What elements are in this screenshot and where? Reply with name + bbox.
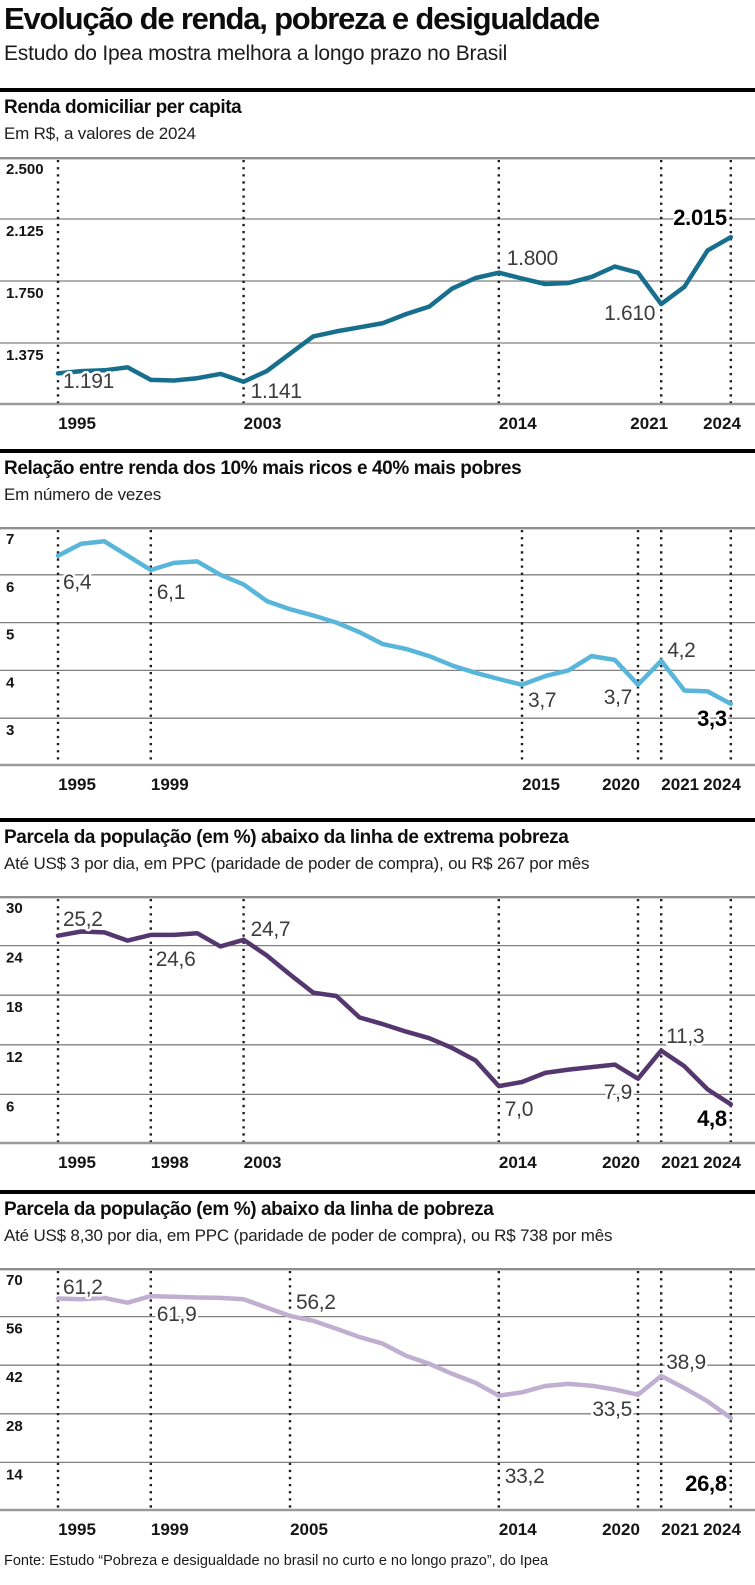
data-label: 26,8 [685, 1471, 727, 1496]
line-chart-extrema-pobreza: 30 24 18 12 6 1995 1998 2003 2014 2020 2021 2024 25,… [0, 896, 755, 1172]
chart-title: Renda domiciliar per capita [4, 97, 242, 118]
x-axis-label: 2021 [661, 775, 699, 794]
data-label: 1.800 [507, 247, 558, 270]
data-label: 6,4 [63, 571, 92, 594]
chart-title: Parcela da população (em %) abaixo da li… [4, 827, 569, 848]
x-axis-label: 1999 [151, 1520, 189, 1539]
source-note: Fonte: Estudo “Pobreza e desigualdade no… [4, 1553, 549, 1569]
y-axis-label: 14 [6, 1466, 23, 1483]
y-axis-label: 42 [6, 1369, 23, 1386]
x-axis-label: 1995 [58, 775, 96, 794]
y-axis-label: 3 [6, 722, 14, 739]
page-subtitle: Estudo do Ipea mostra melhora a longo pr… [4, 42, 508, 65]
y-axis-label: 24 [6, 950, 23, 967]
data-label: 6,1 [157, 581, 185, 604]
y-axis-label: 6 [6, 579, 14, 596]
y-axis-label: 2.125 [6, 223, 44, 240]
y-axis-label: 4 [6, 674, 15, 691]
data-label: 1.610 [604, 302, 655, 325]
x-axis-label: 2014 [499, 1520, 537, 1539]
x-axis-label: 2020 [602, 1520, 640, 1539]
data-label: 38,9 [666, 1351, 706, 1374]
series-line [55, 539, 734, 707]
x-axis-label: 1995 [58, 414, 96, 433]
data-label: 33,2 [505, 1465, 545, 1488]
chart-section-desigualdade: Relação entre renda dos 10% mais ricos e… [0, 449, 755, 798]
x-axis-label: 1995 [58, 1520, 96, 1539]
y-axis-label: 12 [6, 1049, 23, 1066]
chart-subtitle: Até US$ 3 por dia, em PPC (paridade de p… [4, 854, 590, 873]
data-label: 33,5 [592, 1398, 632, 1421]
data-label: 1.141 [251, 380, 302, 403]
x-axis-label: 2024 [703, 1520, 741, 1539]
data-label: 61,9 [157, 1303, 197, 1326]
x-axis-label: 2003 [244, 1153, 282, 1172]
x-axis-label: 2024 [703, 1153, 741, 1172]
series-line [55, 234, 734, 384]
x-axis-label: 2021 [630, 414, 668, 433]
chart-subtitle: Em número de vezes [4, 485, 162, 504]
data-label: 56,2 [296, 1291, 336, 1314]
data-label: 3,7 [604, 686, 632, 709]
data-label: 3,3 [697, 706, 727, 731]
x-axis-label: 2024 [703, 775, 741, 794]
x-axis-label: 2003 [244, 414, 282, 433]
data-label: 24,6 [156, 948, 196, 971]
x-axis-label: 2014 [499, 414, 537, 433]
x-axis-label: 1999 [151, 775, 189, 794]
y-axis-label: 1.750 [6, 285, 44, 302]
y-axis-label: 2.500 [6, 161, 44, 178]
data-label: 61,2 [63, 1276, 103, 1299]
chart-subtitle: Em R$, a valores de 2024 [4, 124, 196, 143]
x-axis-label: 2021 [661, 1153, 699, 1172]
data-label: 7,0 [505, 1098, 533, 1121]
page-header: Evolução de renda, pobreza e desigualdad… [0, 0, 755, 67]
data-label: 3,7 [528, 689, 556, 712]
line-chart-renda: 2.500 2.125 1.750 1.375 1995 2003 2014 2021 2024… [0, 157, 755, 433]
y-axis-label: 28 [6, 1418, 23, 1435]
y-axis-label: 70 [6, 1272, 23, 1289]
section-divider [0, 818, 755, 822]
y-axis-label: 5 [6, 627, 14, 644]
chart-title: Parcela da população (em %) abaixo da li… [4, 1199, 494, 1220]
chart-section-pobreza: Parcela da população (em %) abaixo da li… [0, 1190, 755, 1543]
data-label: 7,9 [604, 1081, 632, 1104]
chart-subtitle: Até US$ 8,30 por dia, em PPC (paridade d… [4, 1226, 613, 1245]
data-label: 4,8 [697, 1106, 727, 1131]
x-axis-label: 2020 [602, 1153, 640, 1172]
page-title: Evolução de renda, pobreza e desigualdad… [4, 1, 600, 36]
x-axis-label: 1995 [58, 1153, 96, 1172]
y-axis-label: 6 [6, 1098, 14, 1115]
data-label: 11,3 [666, 1025, 704, 1048]
line-chart-pobreza: 70 56 42 28 14 1995 1999 2005 2014 2020 2021 2024 61… [0, 1268, 755, 1539]
series-line [55, 929, 734, 1107]
chart-section-renda: Renda domiciliar per capita Em R$, a val… [0, 88, 755, 437]
line-chart-desigualdade: 7 6 5 4 3 1995 1999 2015 2020 2021 2024 6,4 6,1 3,7 3,… [0, 527, 755, 794]
y-axis-label: 7 [6, 531, 14, 548]
y-axis-label: 1.375 [6, 347, 44, 364]
x-axis-label: 2014 [499, 1153, 537, 1172]
data-label: 2.015 [673, 205, 727, 230]
x-axis-label: 2024 [703, 414, 741, 433]
section-divider [0, 449, 755, 453]
y-axis-label: 18 [6, 999, 23, 1016]
chart-title: Relação entre renda dos 10% mais ricos e… [4, 458, 522, 479]
data-label: 24,7 [251, 918, 291, 941]
x-axis-label: 2021 [661, 1520, 699, 1539]
x-axis-label: 2005 [290, 1520, 328, 1539]
data-label: 1.191 [63, 370, 114, 393]
chart-section-extrema-pobreza: Parcela da população (em %) abaixo da li… [0, 818, 755, 1176]
x-axis-label: 2015 [522, 775, 560, 794]
data-label: 25,2 [63, 908, 103, 931]
section-divider [0, 1190, 755, 1194]
x-axis-label: 2020 [602, 775, 640, 794]
x-axis-label: 1998 [151, 1153, 189, 1172]
y-axis-label: 30 [6, 900, 23, 917]
section-divider [0, 88, 755, 92]
data-label: 4,2 [667, 639, 695, 662]
series-line [55, 1293, 734, 1421]
y-axis-label: 56 [6, 1321, 23, 1338]
